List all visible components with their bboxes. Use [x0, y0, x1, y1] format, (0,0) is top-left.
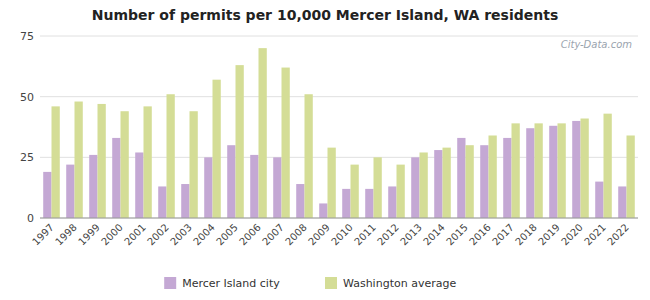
- legend-swatch: [164, 277, 176, 289]
- bar: [397, 165, 405, 218]
- bar: [558, 123, 566, 218]
- bar: [112, 138, 120, 218]
- grid-line: [40, 218, 638, 219]
- grid-line: [40, 96, 638, 97]
- bar: [526, 128, 534, 218]
- bar: [158, 186, 166, 218]
- x-tick-label: 2017: [490, 222, 516, 248]
- x-tick-label: 2006: [237, 222, 263, 248]
- y-tick-label: 0: [27, 212, 34, 225]
- bar: [466, 145, 474, 218]
- bar: [365, 189, 373, 218]
- grid-line: [40, 36, 638, 37]
- x-tick-label: 2012: [375, 222, 401, 248]
- x-tick-label: 2019: [536, 222, 562, 248]
- bar: [604, 114, 612, 218]
- bar: [457, 138, 465, 218]
- bar: [374, 157, 382, 218]
- x-axis: [40, 218, 638, 219]
- bar: [259, 48, 267, 218]
- x-tick-label: 2016: [467, 222, 493, 248]
- bar: [411, 157, 419, 218]
- bar: [420, 152, 428, 218]
- x-tick-label: 2008: [283, 222, 309, 248]
- bar: [167, 94, 175, 218]
- x-tick-label: 1998: [53, 222, 79, 248]
- grid: [40, 36, 638, 218]
- bar: [273, 157, 281, 218]
- x-tick-label: 2011: [352, 222, 378, 248]
- x-tick-label: 1999: [76, 222, 102, 248]
- bar: [627, 135, 635, 218]
- bar: [503, 138, 511, 218]
- x-tick-label: 2001: [122, 222, 148, 248]
- bar: [618, 186, 626, 218]
- x-tick-label: 2018: [513, 222, 539, 248]
- bar: [512, 123, 520, 218]
- bar: [43, 172, 51, 218]
- bar: [305, 94, 313, 218]
- x-tick-label: 2007: [260, 222, 286, 248]
- bar: [581, 119, 589, 218]
- x-tick-label: 2020: [559, 222, 585, 248]
- x-tick-label: 2004: [191, 222, 217, 248]
- legend: Mercer Island city Washington average: [164, 277, 456, 290]
- bar: [144, 106, 152, 218]
- bar: [204, 157, 212, 218]
- bar: [135, 152, 143, 218]
- x-tick-label: 2021: [582, 222, 608, 248]
- bar: [595, 182, 603, 218]
- bar: [75, 102, 83, 218]
- title: Number of permits per 10,000 Mercer Isla…: [92, 7, 558, 23]
- bar: [236, 65, 244, 218]
- bar: [342, 189, 350, 218]
- legend-label: Mercer Island city: [182, 277, 280, 290]
- bar: [443, 148, 451, 218]
- grid-line: [40, 157, 638, 158]
- bar: [121, 111, 129, 218]
- x-tick-label: 2010: [329, 222, 355, 248]
- x-tick-label: 1997: [30, 222, 56, 248]
- bar: [213, 80, 221, 218]
- bar: [89, 155, 97, 218]
- x-tick-label: 2003: [168, 222, 194, 248]
- bar: [282, 68, 290, 218]
- x-tick-label: 2005: [214, 222, 240, 248]
- x-tick-label: 2013: [398, 222, 424, 248]
- y-tick-label: 75: [20, 30, 34, 43]
- bar: [52, 106, 60, 218]
- bar: [480, 145, 488, 218]
- bar: [66, 165, 74, 218]
- x-tick-label: 2022: [605, 222, 631, 248]
- bar: [190, 111, 198, 218]
- bar: [98, 104, 106, 218]
- watermark: City-Data.com: [561, 39, 633, 50]
- bar: [181, 184, 189, 218]
- bar: [319, 203, 327, 218]
- bar: [572, 121, 580, 218]
- bar: [434, 150, 442, 218]
- chart: Number of permits per 10,000 Mercer Isla…: [0, 0, 650, 300]
- bar: [549, 126, 557, 218]
- legend-swatch: [325, 277, 337, 289]
- y-tick-label: 50: [20, 91, 34, 104]
- bar: [388, 186, 396, 218]
- x-tick-label: 2002: [145, 222, 171, 248]
- x-tick-label: 2014: [421, 222, 447, 248]
- y-tick-label: 25: [20, 151, 34, 164]
- bars: [43, 48, 635, 218]
- bar: [227, 145, 235, 218]
- bar: [351, 165, 359, 218]
- x-tick-label: 2000: [99, 222, 125, 248]
- legend-label: Washington average: [343, 277, 456, 290]
- x-tick-label: 2009: [306, 222, 332, 248]
- bar: [328, 148, 336, 218]
- bar: [250, 155, 258, 218]
- bar: [535, 123, 543, 218]
- bar: [489, 135, 497, 218]
- x-tick-label: 2015: [444, 222, 470, 248]
- bar: [296, 184, 304, 218]
